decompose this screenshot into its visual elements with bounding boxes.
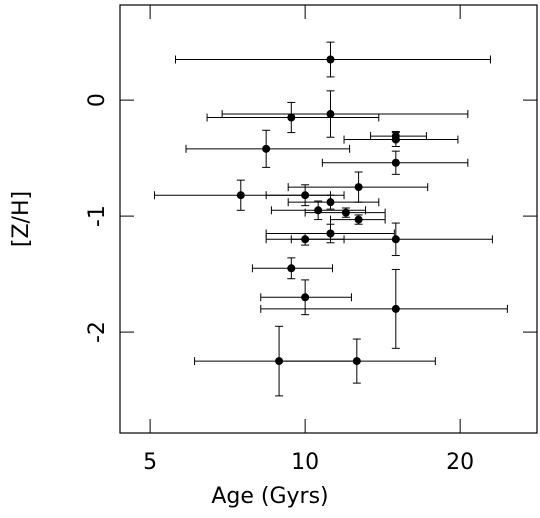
data-point — [341, 208, 350, 217]
x-axis-label: Age (Gyrs) — [211, 484, 328, 509]
data-point — [326, 229, 335, 238]
x-tick-label: 5 — [143, 450, 157, 475]
y-axis-label: [Z/H] — [9, 191, 34, 247]
data-point — [236, 191, 245, 200]
data-point — [326, 198, 335, 207]
data-point — [391, 158, 400, 167]
y-tick-label: -2 — [85, 321, 110, 343]
x-tick-label: 10 — [291, 450, 319, 475]
data-point — [326, 55, 335, 64]
y-tick-label: -1 — [85, 205, 110, 227]
data-point — [354, 183, 363, 192]
data-point — [352, 357, 361, 366]
plot-frame — [119, 4, 538, 434]
data-point — [287, 113, 296, 122]
data-point — [391, 135, 400, 144]
data-point — [326, 110, 335, 119]
x-tick-label: 20 — [446, 450, 474, 475]
y-tick-label: 0 — [85, 93, 110, 107]
data-point — [262, 144, 271, 153]
data-point — [391, 235, 400, 244]
data-point — [391, 304, 400, 313]
data-point — [301, 191, 310, 200]
data-point — [354, 215, 363, 224]
data-point — [287, 264, 296, 273]
data-point — [301, 293, 310, 302]
